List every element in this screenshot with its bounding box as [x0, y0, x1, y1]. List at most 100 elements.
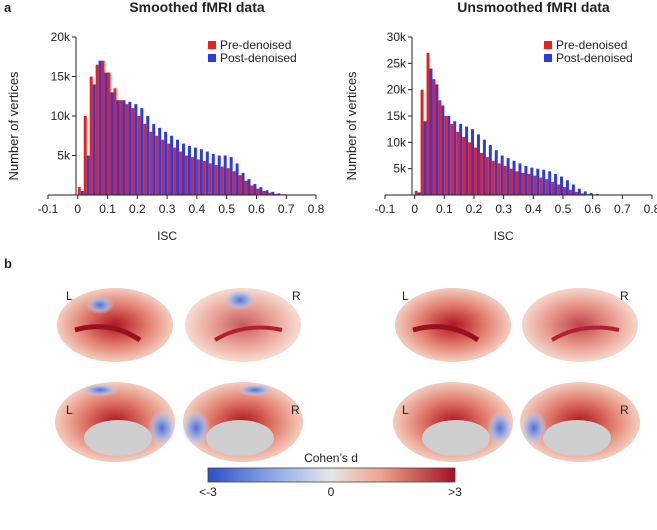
bar — [116, 100, 119, 195]
bar — [250, 186, 253, 195]
bar — [545, 179, 548, 195]
chart-title: Unsmoothed fMRI data — [457, 0, 610, 15]
brain-medial-left — [393, 382, 513, 462]
bar — [427, 53, 430, 195]
colorbar-tick-label: <-3 — [199, 485, 217, 499]
bar — [194, 148, 197, 195]
x-tick-label: 0.4 — [189, 202, 206, 216]
bar — [233, 171, 236, 195]
y-tick-label: 5k — [57, 149, 71, 163]
bar — [483, 140, 486, 195]
brain-medial-left — [55, 382, 176, 462]
bar — [441, 105, 444, 195]
bar — [430, 69, 433, 195]
bar — [131, 108, 134, 195]
bar — [149, 132, 152, 195]
bar — [432, 79, 435, 195]
bar — [215, 165, 218, 195]
bar — [81, 191, 84, 195]
bar — [507, 158, 510, 195]
bar — [108, 73, 111, 195]
chart-title: Smoothed fMRI data — [129, 0, 265, 15]
bar — [96, 65, 99, 195]
bar — [90, 77, 93, 196]
bar — [569, 190, 572, 195]
hemisphere-label: R — [291, 403, 300, 417]
bar — [557, 184, 560, 195]
bar — [519, 163, 522, 195]
x-tick-label: 0.6 — [248, 202, 265, 216]
bar — [253, 184, 256, 195]
bar — [105, 73, 108, 195]
bar — [84, 116, 87, 195]
hemisphere-label: L — [402, 403, 409, 417]
x-tick-label: 0.5 — [218, 202, 235, 216]
hemisphere-label: R — [620, 289, 629, 303]
bar — [438, 100, 441, 195]
bar — [119, 100, 122, 195]
hemisphere-label: L — [66, 403, 73, 417]
x-axis-label: ISC — [494, 229, 514, 243]
bar — [245, 181, 248, 195]
bar — [143, 124, 146, 195]
brain-lateral-left — [395, 288, 511, 362]
bar — [212, 154, 215, 195]
bar — [530, 168, 533, 195]
bar — [533, 176, 536, 195]
bar — [421, 90, 424, 195]
y-tick-label: 10k — [51, 109, 71, 123]
bar — [182, 144, 185, 195]
bar — [227, 168, 230, 195]
bar — [542, 170, 545, 195]
legend-swatch — [544, 41, 552, 49]
y-tick-label: 20k — [51, 30, 71, 44]
colorbar-tick-label: >3 — [448, 485, 462, 499]
x-tick-label: 0 — [411, 202, 418, 216]
brain-medial-right — [520, 382, 640, 462]
bar — [501, 156, 504, 196]
y-axis-label: Number of vertices — [344, 71, 359, 181]
x-tick-label: 0.5 — [555, 202, 572, 216]
bar — [206, 152, 209, 195]
bar — [152, 124, 155, 195]
colorbar — [208, 468, 455, 482]
bar — [516, 171, 519, 195]
bar — [465, 127, 468, 195]
bar — [140, 108, 143, 195]
bar — [224, 156, 227, 196]
bar — [155, 136, 158, 195]
bar — [209, 163, 212, 195]
bar — [125, 104, 128, 195]
bar — [102, 61, 105, 195]
bar — [492, 161, 495, 195]
bar — [424, 121, 427, 195]
bar — [584, 191, 587, 195]
hemisphere-label: L — [402, 289, 409, 303]
legend-label: Pre-denoised — [220, 38, 291, 52]
bar — [191, 157, 194, 195]
bar — [87, 156, 90, 196]
x-tick-label: 0.7 — [278, 202, 295, 216]
bar — [554, 174, 557, 195]
bar — [527, 174, 530, 195]
bar — [578, 189, 581, 195]
bar — [137, 116, 140, 195]
legend-label: Post-denoised — [220, 51, 297, 65]
bar — [93, 84, 96, 195]
bar — [158, 128, 161, 195]
x-tick-label: 0.8 — [308, 202, 325, 216]
bar — [524, 166, 527, 195]
bar — [170, 136, 173, 195]
bar — [78, 187, 81, 195]
bar — [259, 187, 262, 195]
bar — [480, 153, 483, 195]
bar — [563, 187, 566, 195]
bar — [256, 189, 259, 195]
bar — [242, 173, 245, 195]
colorbar-title: Cohen’s d — [304, 451, 358, 465]
x-tick-label: 0.8 — [644, 202, 657, 216]
bar — [134, 104, 137, 195]
y-tick-label: 25k — [387, 56, 407, 70]
hemisphere-label: R — [620, 403, 629, 417]
